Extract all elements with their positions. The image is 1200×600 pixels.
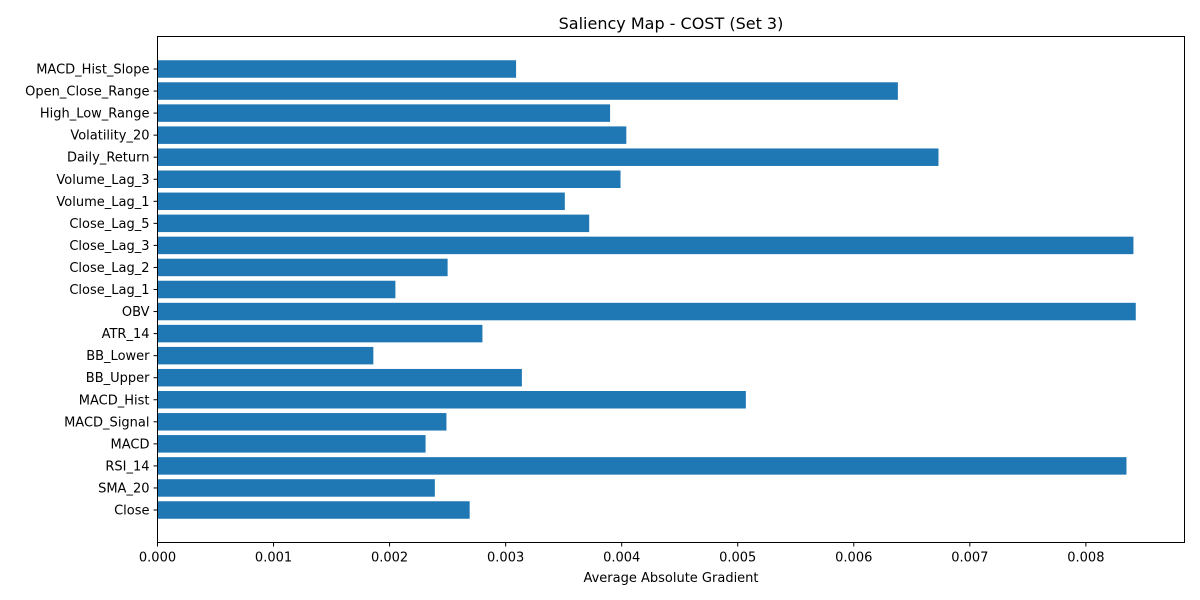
y-tick-label: ATR_14 (102, 327, 150, 342)
x-tick-label: 0.008 (1067, 551, 1104, 566)
x-axis-ticks: 0.000 0.001 0.002 0.003 0.004 0.005 0.006 0.007… (139, 542, 1104, 566)
plot-frame (157, 36, 1185, 543)
bar-atr-14 (157, 324, 483, 343)
y-tick-label: BB_Lower (86, 349, 150, 364)
y-tick-label: MACD_Hist_Slope (36, 63, 149, 78)
bar-sma-20 (157, 479, 435, 497)
bar-bb-upper (157, 368, 522, 387)
x-tick-label: 0.006 (835, 551, 872, 566)
y-axis-ticks: Close SMA_20 RSI_14 MACD MACD_Signal MACD_His… (25, 63, 158, 519)
bar-obv (157, 302, 1136, 321)
bar-close (157, 501, 470, 519)
y-tick-label: Close_Lag_3 (69, 239, 149, 254)
bar-macd (157, 435, 426, 453)
chart-title: Saliency Map - COST (Set 3) (559, 14, 784, 33)
y-tick-label: BB_Upper (86, 371, 150, 386)
bar-bb-lower (157, 346, 374, 365)
bar-volatility-20 (157, 126, 627, 144)
bar-close-lag-1 (157, 280, 396, 299)
y-tick-label: Close_Lag_2 (69, 261, 149, 276)
y-tick-label: Volatility_20 (70, 129, 149, 144)
y-tick-label: MACD (111, 437, 150, 452)
y-tick-label: Close (114, 504, 149, 519)
y-tick-label: OBV (122, 305, 150, 320)
y-tick-label: Volume_Lag_1 (56, 195, 149, 210)
bar-rsi-14 (157, 457, 1127, 475)
y-tick-label: RSI_14 (105, 459, 149, 474)
bar-close-lag-3 (157, 236, 1134, 255)
bar-macd-signal (157, 413, 447, 431)
x-tick-label: 0.004 (603, 551, 640, 566)
y-tick-label: High_Low_Range (40, 107, 150, 122)
y-tick-label: Daily_Return (67, 151, 150, 166)
bar-open-close-range (157, 82, 898, 100)
y-tick-label: SMA_20 (98, 481, 149, 496)
bar-high-low-range (157, 104, 611, 122)
bar-volume-lag-3 (157, 170, 621, 188)
y-tick-label: Close_Lag_5 (69, 217, 149, 232)
y-tick-label: Close_Lag_1 (69, 283, 149, 298)
bar-close-lag-5 (157, 214, 590, 233)
x-tick-label: 0.001 (255, 551, 292, 566)
x-tick-label: 0.002 (371, 551, 408, 566)
x-tick-label: 0.005 (719, 551, 756, 566)
x-tick-label: 0.003 (487, 551, 524, 566)
bar-macd-hist (157, 391, 746, 409)
bars-group (157, 60, 1136, 519)
y-tick-label: Open_Close_Range (25, 85, 149, 100)
y-tick-label: MACD_Signal (64, 415, 149, 430)
y-tick-label: Volume_Lag_3 (56, 173, 149, 188)
bar-volume-lag-1 (157, 192, 565, 211)
bar-close-lag-2 (157, 258, 448, 277)
y-tick-label: MACD_Hist (79, 393, 150, 408)
bar-macd-hist-slope (157, 60, 517, 78)
bar-daily-return (157, 148, 939, 166)
x-tick-label: 0.000 (139, 551, 176, 566)
x-tick-label: 0.007 (951, 551, 988, 566)
x-axis-label: Average Absolute Gradient (583, 571, 758, 586)
